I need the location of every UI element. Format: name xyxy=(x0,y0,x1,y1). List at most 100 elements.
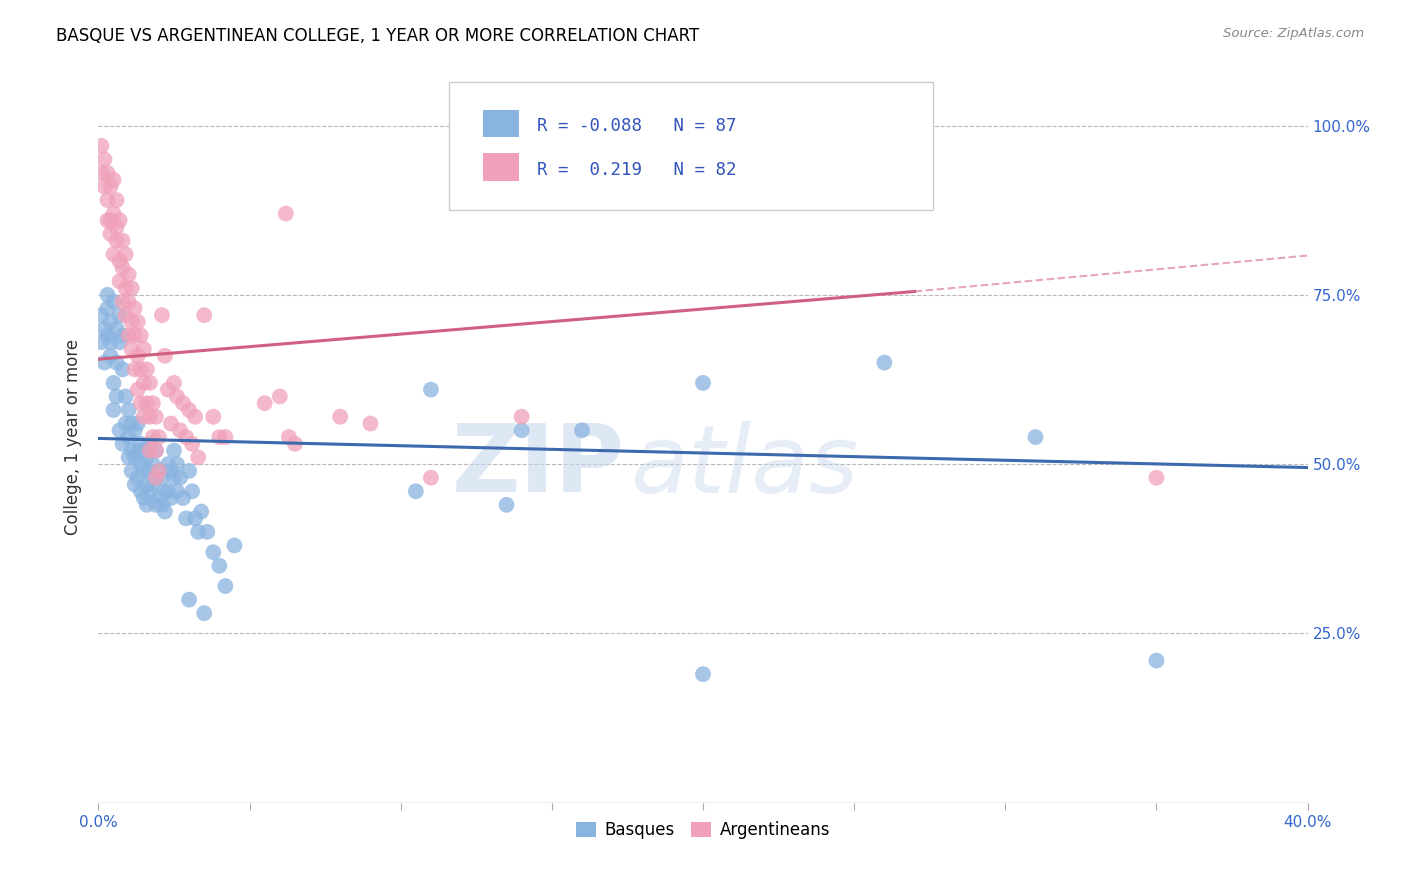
Point xyxy=(193,308,215,322)
Point xyxy=(118,430,141,444)
Point xyxy=(100,335,122,350)
Point xyxy=(156,457,179,471)
Point xyxy=(93,355,115,369)
Point xyxy=(127,315,149,329)
Point xyxy=(100,315,122,329)
Point xyxy=(1144,654,1167,668)
Point xyxy=(142,457,165,471)
Point xyxy=(105,234,128,248)
Point xyxy=(692,667,714,681)
Point xyxy=(127,349,149,363)
Point xyxy=(571,423,593,437)
Point xyxy=(495,498,517,512)
Point xyxy=(103,376,125,390)
Point xyxy=(127,443,149,458)
Point xyxy=(96,193,118,207)
Point xyxy=(510,423,533,437)
Point xyxy=(114,247,136,261)
Point xyxy=(135,477,157,491)
Point xyxy=(90,335,112,350)
Point xyxy=(405,484,427,499)
Point xyxy=(132,376,155,390)
Point xyxy=(127,417,149,431)
Point xyxy=(156,383,179,397)
Point xyxy=(184,511,207,525)
Point xyxy=(202,545,225,559)
Point xyxy=(114,308,136,322)
Point xyxy=(163,443,186,458)
Point xyxy=(179,464,201,478)
FancyBboxPatch shape xyxy=(482,110,519,137)
Point xyxy=(121,315,143,329)
Point xyxy=(145,443,167,458)
Point xyxy=(100,349,122,363)
Point xyxy=(145,498,167,512)
Point xyxy=(163,471,186,485)
Point xyxy=(135,498,157,512)
Point xyxy=(1024,430,1046,444)
Text: Source: ZipAtlas.com: Source: ZipAtlas.com xyxy=(1223,27,1364,40)
Point xyxy=(132,464,155,478)
Point xyxy=(139,376,162,390)
Point xyxy=(129,362,152,376)
Point xyxy=(139,437,162,451)
Point xyxy=(118,403,141,417)
Point xyxy=(269,389,291,403)
Point xyxy=(160,464,183,478)
Point xyxy=(208,558,231,573)
Point xyxy=(129,437,152,451)
Point xyxy=(129,328,152,343)
Point xyxy=(111,294,134,309)
Point xyxy=(169,471,191,485)
Point xyxy=(108,274,131,288)
Point xyxy=(132,342,155,356)
Point xyxy=(214,579,236,593)
Point xyxy=(214,430,236,444)
Point xyxy=(103,403,125,417)
Point xyxy=(90,139,112,153)
Point xyxy=(253,396,276,410)
Point xyxy=(160,491,183,505)
Point xyxy=(105,355,128,369)
Point xyxy=(145,409,167,424)
Point xyxy=(277,430,299,444)
Point xyxy=(93,179,115,194)
Point xyxy=(153,484,176,499)
Point xyxy=(118,294,141,309)
Point xyxy=(124,450,146,465)
Point xyxy=(510,409,533,424)
Point xyxy=(360,417,382,431)
Point xyxy=(114,389,136,403)
Point xyxy=(142,396,165,410)
Point xyxy=(692,376,714,390)
Point xyxy=(139,443,162,458)
Legend: Basques, Argentineans: Basques, Argentineans xyxy=(569,814,837,846)
Text: atlas: atlas xyxy=(630,421,859,512)
Point xyxy=(100,179,122,194)
Point xyxy=(124,362,146,376)
Point xyxy=(96,328,118,343)
Point xyxy=(121,443,143,458)
Point xyxy=(139,409,162,424)
Point xyxy=(208,430,231,444)
Point xyxy=(193,606,215,620)
Point xyxy=(111,362,134,376)
Point xyxy=(148,430,170,444)
Point xyxy=(105,193,128,207)
Point xyxy=(148,464,170,478)
Point xyxy=(150,498,173,512)
Point xyxy=(108,423,131,437)
Point xyxy=(96,166,118,180)
Point xyxy=(118,328,141,343)
Point xyxy=(108,254,131,268)
Point xyxy=(124,301,146,316)
Point xyxy=(135,450,157,465)
Point xyxy=(114,417,136,431)
Point xyxy=(111,328,134,343)
Point xyxy=(111,234,134,248)
Point xyxy=(93,322,115,336)
Point xyxy=(135,362,157,376)
Point xyxy=(124,423,146,437)
Point xyxy=(145,471,167,485)
Point xyxy=(111,437,134,451)
